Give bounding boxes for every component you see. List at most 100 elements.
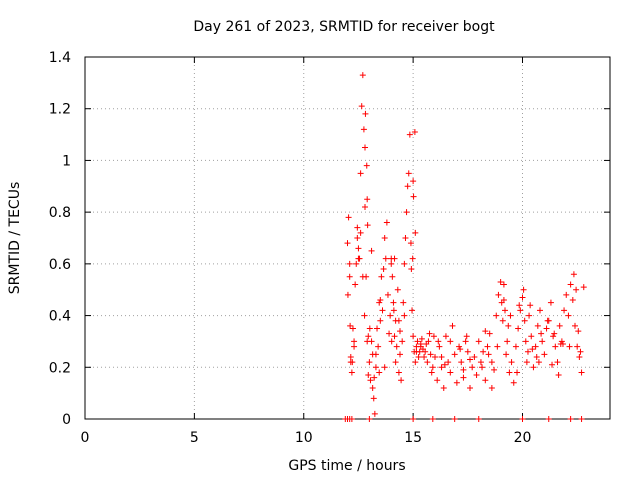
data-point bbox=[411, 128, 418, 135]
data-point bbox=[438, 364, 445, 371]
x-tick-label: 15 bbox=[404, 430, 422, 446]
data-point bbox=[379, 307, 386, 314]
data-point bbox=[422, 348, 429, 355]
data-point bbox=[475, 338, 482, 345]
data-point bbox=[414, 338, 421, 345]
data-point bbox=[355, 255, 362, 262]
data-point bbox=[377, 297, 384, 304]
data-point bbox=[417, 341, 424, 348]
data-point bbox=[502, 307, 508, 314]
data-point bbox=[524, 348, 531, 355]
data-point bbox=[554, 359, 561, 366]
data-point bbox=[395, 369, 402, 376]
data-point bbox=[367, 377, 374, 384]
data-point bbox=[429, 416, 436, 422]
data-point bbox=[351, 343, 358, 350]
data-point bbox=[436, 343, 443, 350]
data-point bbox=[462, 338, 469, 345]
data-point bbox=[535, 359, 542, 366]
data-point bbox=[362, 144, 368, 151]
data-point bbox=[438, 353, 445, 360]
data-point bbox=[479, 364, 486, 371]
data-point bbox=[430, 333, 437, 340]
data-point bbox=[508, 359, 515, 366]
data-point bbox=[393, 343, 400, 350]
data-point bbox=[369, 351, 376, 358]
data-point bbox=[526, 312, 533, 319]
data-point bbox=[563, 291, 570, 298]
data-point bbox=[355, 245, 362, 252]
data-point bbox=[371, 410, 378, 417]
data-point bbox=[409, 255, 416, 262]
data-point bbox=[467, 384, 473, 391]
data-point bbox=[541, 351, 548, 358]
data-point bbox=[410, 333, 417, 340]
data-point bbox=[558, 338, 565, 345]
data-point bbox=[405, 170, 412, 177]
y-tick-label: 1.4 bbox=[49, 50, 71, 66]
y-axis-label: SRMTID / TECUs bbox=[7, 182, 23, 295]
data-point bbox=[391, 333, 398, 340]
data-point bbox=[399, 338, 406, 345]
data-point bbox=[467, 356, 473, 363]
data-point bbox=[449, 322, 456, 329]
data-point bbox=[547, 299, 554, 306]
data-point bbox=[412, 229, 419, 236]
data-point bbox=[442, 333, 449, 340]
data-point bbox=[361, 312, 368, 319]
data-point bbox=[537, 307, 543, 314]
data-point bbox=[500, 297, 507, 304]
data-point bbox=[366, 325, 373, 332]
data-point bbox=[347, 353, 354, 360]
data-point bbox=[580, 284, 587, 291]
data-point bbox=[451, 416, 458, 422]
data-point bbox=[552, 343, 559, 350]
y-tick-label: 0 bbox=[62, 412, 71, 428]
data-point bbox=[512, 343, 519, 350]
data-point bbox=[521, 317, 528, 324]
data-point bbox=[577, 348, 584, 355]
data-point bbox=[473, 372, 480, 379]
y-tick-label: 0.4 bbox=[49, 309, 71, 325]
data-point bbox=[364, 196, 371, 203]
data-point bbox=[371, 374, 378, 381]
data-point bbox=[384, 291, 391, 298]
data-point bbox=[527, 302, 534, 309]
data-point bbox=[349, 325, 356, 332]
data-point bbox=[359, 273, 366, 280]
data-point bbox=[500, 281, 507, 288]
x-tick-label: 10 bbox=[295, 430, 313, 446]
data-point bbox=[426, 330, 433, 337]
data-point bbox=[441, 361, 448, 368]
data-point bbox=[507, 312, 514, 319]
data-point bbox=[551, 330, 558, 337]
data-point bbox=[538, 330, 545, 337]
data-point bbox=[348, 369, 355, 376]
data-point bbox=[344, 240, 351, 247]
data-point bbox=[515, 325, 522, 332]
data-point bbox=[353, 260, 360, 267]
data-point bbox=[364, 222, 371, 229]
data-point bbox=[425, 338, 432, 345]
data-point bbox=[345, 214, 352, 221]
data-point bbox=[543, 325, 550, 332]
data-point bbox=[495, 291, 502, 298]
data-point bbox=[357, 170, 364, 177]
data-point bbox=[497, 278, 504, 285]
data-point bbox=[413, 348, 420, 355]
y-tick-label: 1 bbox=[62, 153, 71, 169]
data-point bbox=[374, 325, 381, 332]
grid-lines bbox=[85, 57, 610, 419]
data-point bbox=[365, 333, 372, 340]
data-point bbox=[440, 384, 447, 391]
data-point bbox=[392, 317, 399, 324]
data-point bbox=[415, 353, 422, 360]
data-point bbox=[354, 235, 361, 241]
data-point bbox=[463, 333, 470, 340]
data-point bbox=[522, 338, 529, 345]
data-point bbox=[391, 255, 398, 262]
data-point bbox=[380, 266, 387, 273]
data-point bbox=[362, 110, 369, 117]
data-point bbox=[549, 361, 556, 368]
data-point bbox=[572, 322, 578, 329]
